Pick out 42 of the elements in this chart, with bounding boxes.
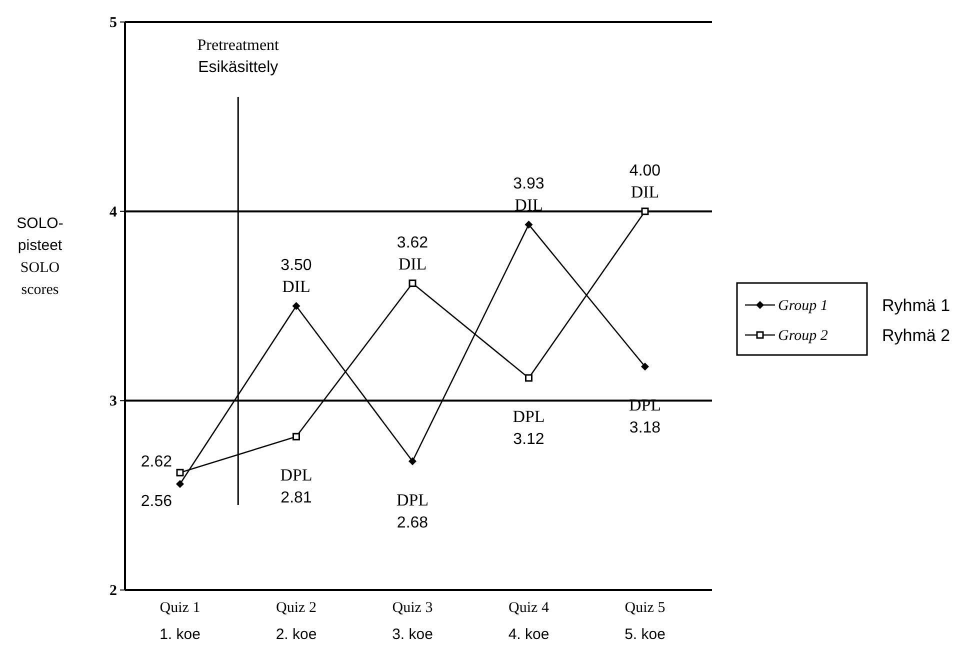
- data-label: 3.50: [280, 257, 312, 274]
- point: [408, 280, 416, 288]
- x-tick-label: Quiz 5 5. koe: [624, 600, 666, 643]
- annotation: DPL: [396, 490, 429, 510]
- annotation: DPL: [512, 406, 545, 426]
- data-label: 2.81: [280, 490, 312, 507]
- annotation: Pretreatment Esikäsittely: [197, 37, 280, 76]
- y-tick-label: 2: [110, 583, 117, 599]
- legend-label: Group 1: [778, 298, 828, 314]
- x-tick-label: Quiz 3 3. koe: [392, 600, 433, 643]
- data-label: 3.18: [629, 420, 661, 437]
- point: [292, 432, 300, 440]
- annotation: DIL: [514, 196, 543, 215]
- y-tick-label: 5: [110, 15, 117, 31]
- point: [292, 302, 300, 310]
- y-tick-label: 4: [110, 204, 118, 220]
- point: [524, 220, 533, 229]
- y-axis-title: SOLO- pisteet SOLO scores: [16, 215, 64, 298]
- point: [176, 468, 184, 476]
- data-label: 4.00: [629, 162, 661, 180]
- x-tick-label: Quiz 2 2. koe: [276, 600, 317, 643]
- legend-label: Group 2: [778, 328, 828, 344]
- data-label: 3.93: [513, 176, 544, 193]
- annotation: DIL: [398, 254, 427, 274]
- y-tick-label: 3: [110, 394, 117, 410]
- point: [641, 362, 649, 371]
- point: [525, 374, 532, 382]
- data-label: 3.62: [396, 234, 428, 252]
- x-tick-label: Quiz 1 1. koe: [160, 600, 200, 643]
- point: [408, 457, 416, 466]
- data-label: 2.62: [140, 454, 172, 471]
- annotation: DPL: [280, 466, 312, 485]
- annotation: DIL: [282, 277, 310, 296]
- text: Ryhmä 1: [882, 296, 950, 315]
- annotation: DIL: [630, 182, 660, 202]
- data-label: 2.56: [140, 492, 172, 510]
- data-label: 2.68: [396, 514, 428, 532]
- point: [176, 480, 184, 488]
- data-label: 3.12: [513, 430, 544, 448]
- point: [641, 208, 649, 216]
- text: Ryhmä 2: [882, 326, 950, 345]
- x-tick-label: Quiz 4 4. koe: [508, 600, 550, 643]
